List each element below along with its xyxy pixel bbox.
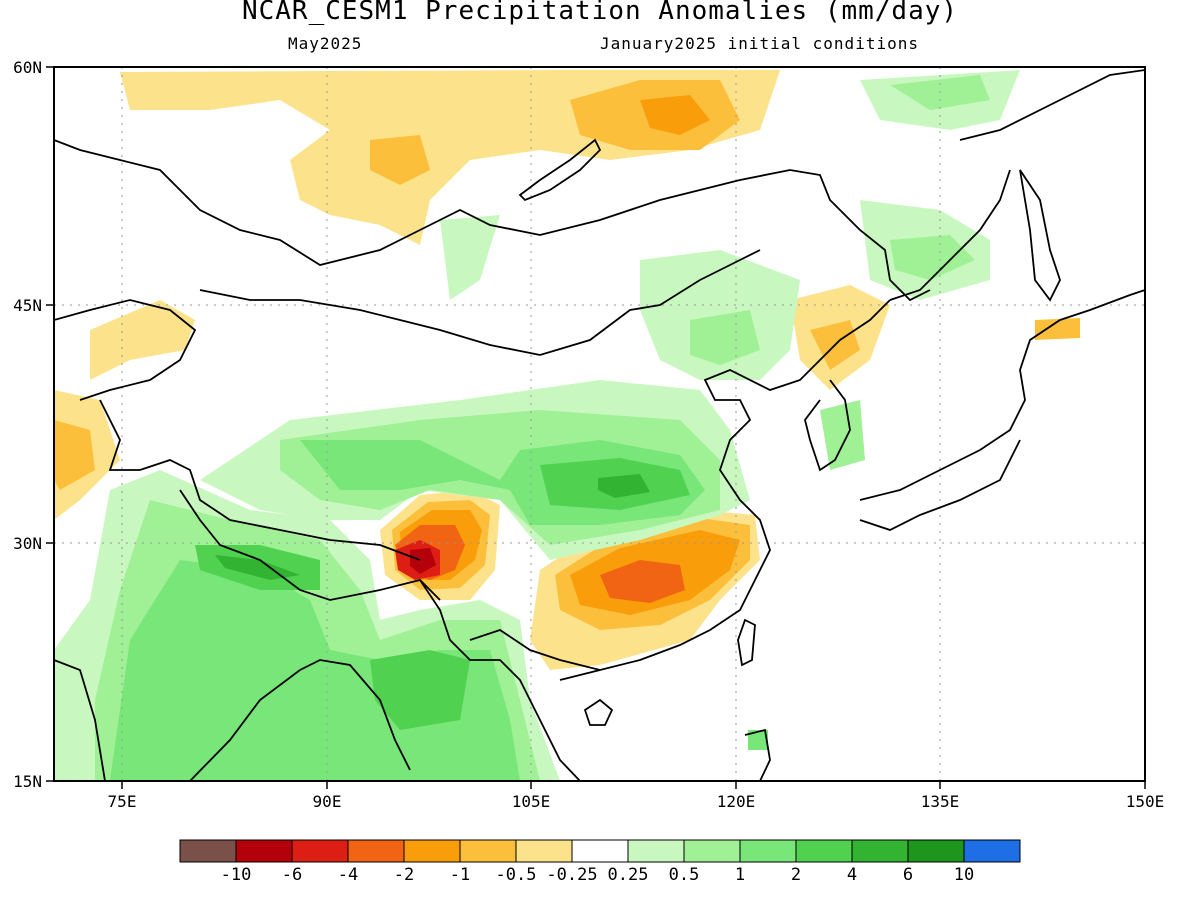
wet-anomaly-mongolia	[440, 215, 500, 300]
japan-south-coast	[859, 439, 1021, 531]
dry-anomaly-sichuan-5	[410, 548, 436, 574]
china-east-coast	[559, 299, 891, 681]
hainan-coast	[583, 698, 614, 726]
okhotsk-coast	[959, 69, 1145, 141]
lat-axis: 60N 45N 30N 15N	[13, 58, 54, 791]
dry-anomaly-kazakh	[90, 300, 195, 380]
colorbar-label: -0.25	[546, 865, 597, 885]
colorbar-label: -0.5	[496, 865, 537, 885]
lat-label-15n: 15N	[13, 772, 42, 791]
lon-axis: 75E 90E 105E 120E 135E 150E	[108, 781, 1165, 811]
wet-anomaly-manchuria-1	[890, 235, 975, 280]
colorbar-label: 1	[735, 865, 745, 885]
colorbar-swatch	[571, 839, 629, 863]
lon-label-90e: 90E	[313, 792, 342, 811]
wet-anomaly-north-china-1	[690, 310, 760, 365]
colorbar-label: 0.25	[608, 865, 649, 885]
colorbar-swatch	[459, 839, 517, 863]
colorbar-label: 4	[847, 865, 857, 885]
colorbar: -10 -6 -4 -2 -1 -0.5 -0.25 0.25 0.5 1 2 4 6 10	[179, 839, 1021, 885]
colorbar-label: -2	[394, 865, 414, 885]
colorbar-label: -4	[338, 865, 358, 885]
colorbar-swatch	[179, 839, 237, 863]
china-west-border	[99, 399, 421, 561]
colorbar-swatch	[683, 839, 741, 863]
himalaya-border	[179, 489, 441, 601]
sakhalin-coast	[1019, 169, 1061, 302]
dry-anomaly-west-core	[54, 420, 95, 490]
initial-conditions: January2025 initial conditions	[600, 34, 919, 53]
kazakhstan-border	[54, 299, 197, 401]
laos-vietnam-border	[469, 629, 601, 671]
colorbar-swatch	[963, 839, 1021, 863]
primorye-coast	[889, 169, 1011, 301]
lon-label-105e: 105E	[512, 792, 551, 811]
map-frame	[53, 66, 1146, 782]
colorbar-swatch	[739, 839, 797, 863]
dry-anomaly-hokkaido	[1035, 318, 1080, 340]
dry-anomaly-central	[370, 135, 430, 185]
lake-baikal	[518, 138, 602, 202]
colorbar-label: 2	[791, 865, 801, 885]
taiwan-coast	[737, 618, 756, 667]
colorbar-swatch	[347, 839, 405, 863]
lat-label-45n: 45N	[13, 296, 42, 315]
china-mongolia-border	[199, 249, 761, 356]
luzon-coast	[744, 728, 771, 781]
forecast-month: May2025	[288, 34, 363, 53]
lon-label-135e: 135E	[921, 792, 960, 811]
lat-label-30n: 30N	[13, 534, 42, 553]
india-coast	[54, 659, 106, 781]
myanmar-border	[419, 579, 581, 781]
dry-anomaly-siberia-max	[640, 95, 710, 135]
dry-anomaly-south-china-3	[600, 560, 685, 603]
lon-label-150e: 150E	[1126, 792, 1165, 811]
graticule	[54, 67, 1145, 781]
colorbar-label: -1	[450, 865, 470, 885]
colorbar-label: -6	[282, 865, 302, 885]
lat-label-60n: 60N	[13, 58, 42, 77]
colorbar-label: -10	[221, 865, 252, 885]
wet-anomaly-korea-south	[820, 400, 865, 470]
colorbar-swatch	[627, 839, 685, 863]
colorbar-label: 10	[954, 865, 974, 885]
map-title: NCAR_CESM1 Precipitation Anomalies (mm/d…	[241, 0, 959, 26]
lon-label-75e: 75E	[108, 792, 137, 811]
korea-coast	[804, 379, 851, 472]
colorbar-label: 6	[903, 865, 913, 885]
lon-label-120e: 120E	[717, 792, 756, 811]
wet-anomaly-bangladesh	[370, 650, 470, 730]
colorbar-swatch	[907, 839, 965, 863]
colorbar-label: 0.5	[669, 865, 700, 885]
bay-of-bengal-coast	[189, 659, 411, 781]
russia-china-mongolia-border	[54, 139, 931, 302]
coastlines-borders	[54, 69, 1145, 781]
colorbar-swatch	[403, 839, 461, 863]
wet-anomaly-yangtze-4	[598, 474, 650, 498]
colorbar-swatch	[851, 839, 909, 863]
colorbar-swatch	[795, 839, 853, 863]
colorbar-swatch	[515, 839, 573, 863]
anomaly-field	[54, 70, 1080, 781]
wet-anomaly-philippines	[748, 730, 768, 750]
japan-coast	[859, 289, 1145, 501]
colorbar-swatch	[235, 839, 293, 863]
colorbar-swatch	[291, 839, 349, 863]
